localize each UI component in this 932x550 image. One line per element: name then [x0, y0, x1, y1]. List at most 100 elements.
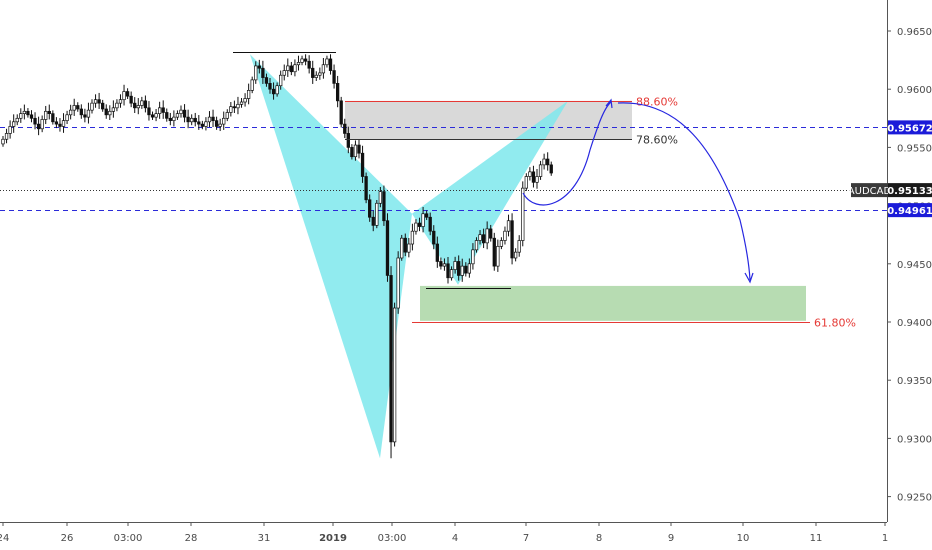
candle-body [546, 158, 550, 166]
x-tick-label: 2019 [319, 533, 347, 544]
candle-body [428, 216, 432, 232]
candles-layer [1, 54, 553, 459]
candle-body [346, 133, 350, 148]
candle-body [481, 234, 486, 244]
candle-body [47, 110, 51, 114]
candle-body [449, 269, 454, 279]
candle-body [200, 123, 205, 127]
candle-body [457, 261, 461, 276]
arrow-head-up [605, 98, 613, 109]
candle-body [33, 117, 37, 125]
price-tag [888, 120, 932, 135]
candle-body [143, 100, 148, 109]
candle-body [257, 65, 261, 69]
x-tick-label: 24 [0, 533, 9, 544]
x-tick-label: 28 [185, 533, 198, 544]
candle-body [22, 110, 27, 114]
harmonic-pattern-layer [250, 54, 568, 459]
candle-body [101, 102, 105, 110]
candle-body [371, 216, 375, 226]
candle-body [521, 187, 525, 241]
candle-body [157, 107, 162, 114]
candle-body [335, 83, 340, 102]
symbol-tag [851, 183, 888, 198]
candle-body [353, 144, 358, 158]
candle-body [275, 85, 279, 95]
candle-body [61, 120, 66, 127]
x-tick-label: 9 [668, 533, 674, 544]
candle-body [129, 95, 133, 104]
candle-body [478, 234, 482, 241]
candle-body [378, 191, 383, 204]
price-tag-label: 0.94961 [887, 206, 932, 217]
candle-body [97, 99, 101, 104]
candle-body [528, 171, 532, 177]
candle-body [403, 237, 407, 253]
target-zone [420, 285, 806, 321]
candle-body [318, 72, 322, 76]
fib-label: 61.80% [814, 317, 856, 330]
horizontal-lines-layer [0, 127, 887, 211]
candle-body [279, 74, 283, 87]
candle-body [517, 240, 521, 253]
projection-up-curve [522, 101, 612, 206]
candle-body [392, 307, 397, 443]
candle-body [453, 261, 457, 270]
candle-body [442, 263, 447, 267]
candle-body [499, 240, 504, 247]
candle-body [314, 74, 318, 78]
candle-body [321, 64, 326, 74]
price-tag-label: 0.95133 [887, 186, 932, 197]
candle-body [424, 213, 429, 218]
candle-body [311, 67, 315, 78]
candle-body [133, 102, 137, 109]
symbol-tag-label: AUDCAD [848, 186, 892, 197]
candle-body [225, 112, 229, 119]
candle-body [296, 62, 301, 66]
y-tick-label: 0.92500 [897, 493, 932, 504]
x-tick-label: 03:00 [114, 533, 143, 544]
candle-body [289, 65, 294, 73]
candle-body [76, 105, 80, 110]
candle-body [239, 101, 244, 105]
candle-body [150, 114, 155, 118]
candle-body [474, 240, 479, 251]
candle-body [36, 123, 41, 130]
candle-body [531, 171, 536, 183]
candle-body [197, 121, 201, 125]
candle-body [165, 112, 169, 119]
candle-body [12, 121, 16, 127]
candle-body [86, 109, 91, 118]
candle-body [268, 83, 272, 90]
candle-body [389, 275, 393, 443]
candle-body [343, 123, 347, 134]
candle-body [414, 222, 418, 232]
candle-body [65, 114, 69, 121]
price-axis[interactable]: 0.965000.960000.955000.950000.945000.940… [887, 27, 932, 504]
candle-body [243, 98, 247, 103]
candle-body [293, 64, 297, 73]
sell-zone [345, 100, 632, 140]
candle-body [510, 220, 514, 259]
candle-body [375, 202, 379, 226]
candle-body [232, 106, 237, 109]
pattern-bcd-triangle [412, 100, 568, 285]
candle-body [115, 102, 119, 109]
candle-body [1, 138, 5, 145]
candle-body [364, 176, 368, 201]
candle-body [460, 265, 464, 276]
projection-down-curve [617, 102, 751, 281]
candle-body [83, 114, 87, 118]
candle-body [538, 164, 543, 177]
candle-body [492, 237, 496, 267]
arrow-head-down [744, 272, 754, 284]
price-tag [888, 183, 932, 198]
candle-body [93, 99, 98, 104]
